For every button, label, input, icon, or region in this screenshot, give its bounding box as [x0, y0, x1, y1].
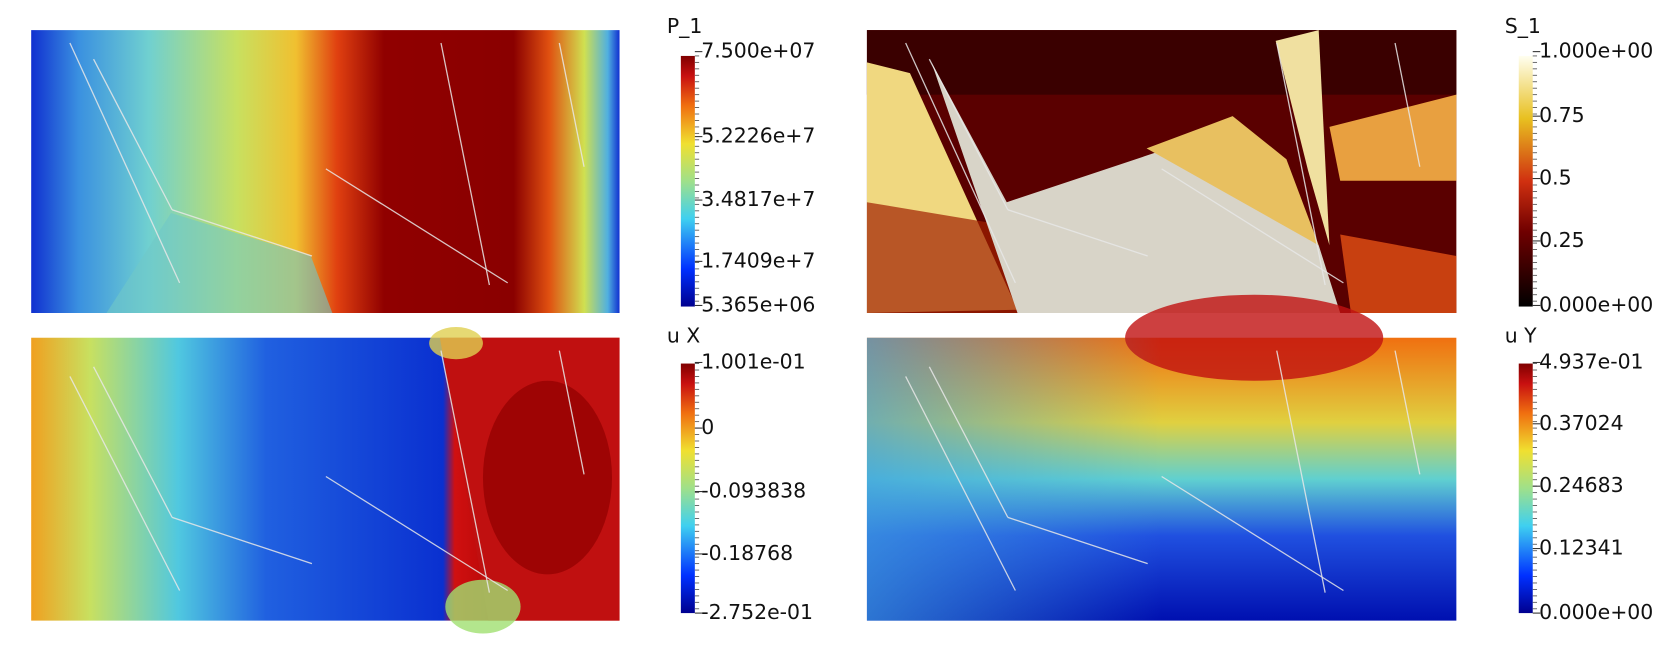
colorbar — [680, 363, 695, 614]
colorbar-title: P_1 — [667, 14, 703, 39]
colorbar-label: 1.7409e+7 — [701, 248, 815, 272]
field-s1 — [866, 30, 1457, 313]
layout: P_17.500e+07 5.2226e+7 3.4817e+7 1.7409e+7 5… — [31, 14, 1653, 634]
colorbar-label: 5.2226e+7 — [701, 124, 815, 148]
colorbar-label: -0.18768 — [701, 541, 793, 565]
colorbar-label: 0.000e+00 — [1539, 600, 1653, 624]
field-p1 — [31, 30, 620, 313]
colorbar-label: 0.75 — [1539, 103, 1584, 127]
colorbar-label: -0.093838 — [701, 479, 806, 503]
colorbar-label: 7.500e+07 — [701, 39, 815, 63]
colorbar-label: 0.25 — [1539, 228, 1584, 252]
colorbar — [680, 55, 695, 307]
colorbar-label: 0.000e+00 — [1539, 292, 1653, 316]
colorbar-label: 3.4817e+7 — [701, 187, 815, 211]
colorbar-label: 0.37024 — [1539, 411, 1623, 435]
colorbar-label: 4.937e-01 — [1539, 349, 1643, 373]
colorbar-label: 0 — [701, 415, 714, 439]
colorbar — [1518, 55, 1533, 307]
colorbar-label: 0.5 — [1539, 166, 1571, 190]
colorbar-label: 0.24683 — [1539, 473, 1623, 497]
colorbar-title: u X — [667, 324, 700, 348]
colorbar-label: 1.001e-01 — [701, 349, 805, 373]
colorbar-label: 1.000e+00 — [1539, 39, 1653, 63]
colorbar-label: 0.12341 — [1539, 536, 1623, 560]
colorbar-label: -2.752e-01 — [701, 600, 813, 624]
colorbar-title: S_1 — [1505, 14, 1541, 39]
colorbar-label: 5.365e+06 — [701, 292, 815, 316]
colorbar-labels: P_17.500e+07 5.2226e+7 3.4817e+7 1.7409e+7 5… — [667, 14, 1653, 624]
colorbar — [1518, 363, 1533, 614]
field-uy — [866, 294, 1457, 621]
colorbar-title: u Y — [1505, 324, 1537, 348]
field-ux — [31, 326, 620, 634]
